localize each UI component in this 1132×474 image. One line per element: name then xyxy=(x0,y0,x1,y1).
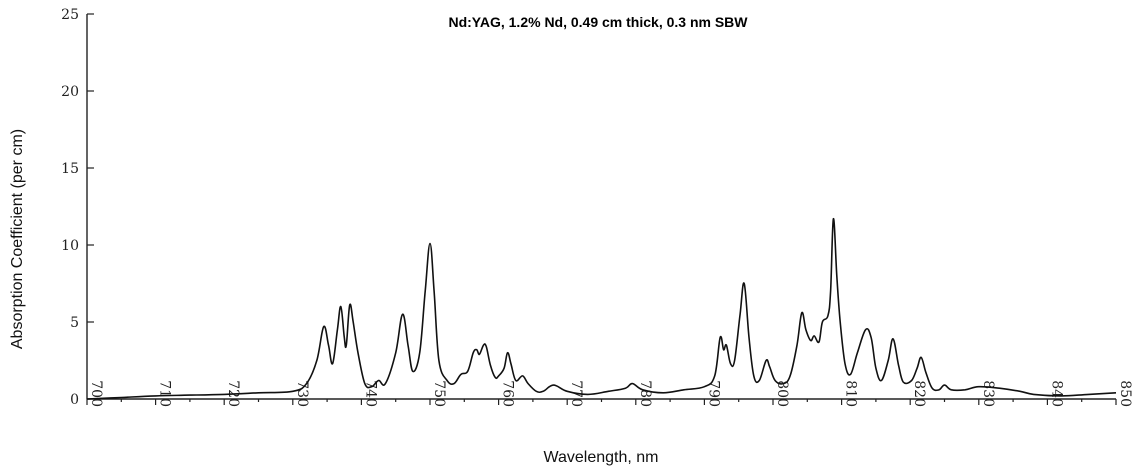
y-tick-label: 20 xyxy=(61,84,79,100)
x-tick-label: 840 xyxy=(1048,380,1064,407)
x-tick-label: 850 xyxy=(1117,380,1132,407)
x-tick-label: 810 xyxy=(843,380,859,407)
x-tick-label: 780 xyxy=(637,380,653,407)
y-tick-label: 5 xyxy=(70,315,79,331)
x-tick-label: 830 xyxy=(980,380,996,407)
x-tick-label: 820 xyxy=(911,380,927,407)
y-tick-label: 25 xyxy=(61,7,79,23)
x-ticks: 700 710 720 730 740 750 760 770 780 790 800 810 820 8… xyxy=(86,380,1132,407)
plot-area xyxy=(86,217,1117,400)
x-tick-label: 700 xyxy=(88,380,104,407)
x-tick-label: 730 xyxy=(294,380,310,407)
y-ticks: 0 5 10 15 20 25 xyxy=(61,7,94,408)
axes xyxy=(86,14,1116,400)
y-axis-label: Absorption Coefficient (per cm) xyxy=(9,129,26,349)
y-tick-label: 15 xyxy=(61,161,79,177)
x-axis-label: Wavelength, nm xyxy=(543,449,658,466)
y-tick-label: 10 xyxy=(61,238,79,254)
chart-title: Nd:YAG, 1.2% Nd, 0.49 cm thick, 0.3 nm S… xyxy=(448,14,748,30)
absorption-spectrum-line xyxy=(86,217,1117,400)
x-tick-label: 760 xyxy=(500,380,516,407)
x-tick-label: 790 xyxy=(705,380,721,407)
x-tick-label: 750 xyxy=(431,380,447,407)
x-tick-label: 710 xyxy=(157,380,173,407)
x-tick-label: 800 xyxy=(774,380,790,407)
y-tick-label: 0 xyxy=(70,392,79,408)
